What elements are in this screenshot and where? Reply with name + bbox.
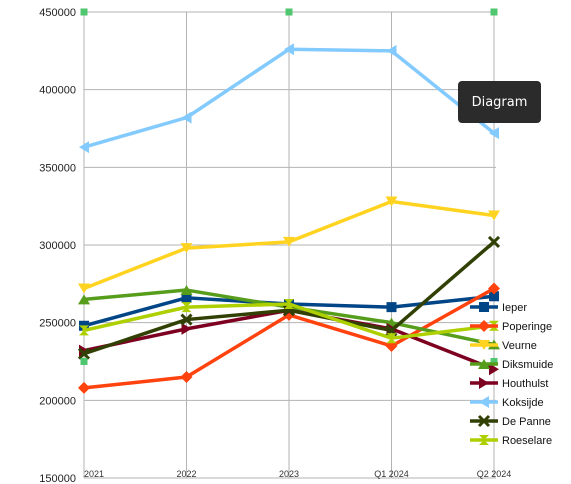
legend-marker [477,414,491,428]
data-point [79,141,89,154]
x-tick-label: 2021 [84,469,104,479]
legend-marker [479,396,489,408]
x-tick-label: Q1 2024 [374,469,409,479]
legend-marker [478,359,490,369]
data-point [489,291,499,302]
data-point [79,325,89,336]
data-point [489,127,499,140]
data-point [79,344,89,357]
legend-marker [479,302,489,312]
legend-label: Houthulst [502,378,548,390]
data-point [78,294,90,305]
legend-label: Ieper [502,302,527,314]
y-tick-label: 300000 [39,240,76,252]
y-tick-label: 200000 [39,395,76,407]
extra-markers [80,8,498,365]
legend-label: Diksmuide [502,359,553,371]
data-point [180,371,193,384]
data-point [284,43,294,56]
extra-marker [80,358,88,365]
legend-label: Koksijde [502,397,544,409]
data-point [283,236,295,247]
legend-label: Roeselare [502,435,552,447]
data-point [78,381,90,394]
data-point [488,210,500,221]
extra-marker [80,8,88,16]
extra-marker [490,358,498,365]
data-point [284,299,294,310]
legend-label: Poperinge [502,321,552,333]
y-tick-label: 150000 [39,473,76,484]
y-axis-ticks: 150000 200000 250000 300000 350000 400000 4500… [39,7,76,484]
y-tick-label: 250000 [39,318,76,330]
y-tick-label: 450000 [39,7,76,19]
data-point [180,285,193,296]
data-point [180,313,193,326]
data-point [181,322,192,335]
data-point [488,282,500,295]
y-tick-label: 350000 [39,162,76,174]
x-tick-label: 2023 [279,469,299,479]
x-tick-label: 2022 [176,469,196,479]
legend-label: Veurne [502,340,537,352]
data-point [181,302,192,313]
legend-marker [478,340,490,350]
data-point [386,44,397,57]
chart-tooltip: Diagram [458,81,541,123]
data-point [489,363,499,376]
data-point [386,333,397,344]
legend-marker [479,435,489,445]
x-tick-label: Q2 2024 [477,469,512,479]
data-point [385,196,398,207]
y-tick-label: 400000 [39,85,76,97]
data-point [181,111,192,124]
legend-label: De Panne [502,416,551,428]
series-lines [77,43,501,394]
x-axis-ticks: 2021 2022 2023 Q1 2024 Q2 2024 [84,469,511,479]
legend: Ieper Poperinge Veurne Diksmuide Houthulst Ko… [470,302,553,447]
data-point [386,302,397,313]
data-point [78,283,90,294]
legend-marker [478,320,490,332]
data-point [487,235,501,248]
extra-marker [285,8,293,16]
legend-marker [479,377,489,389]
extra-marker [490,8,498,16]
data-point [181,292,192,303]
data-point [77,347,91,360]
data-point [180,243,193,254]
